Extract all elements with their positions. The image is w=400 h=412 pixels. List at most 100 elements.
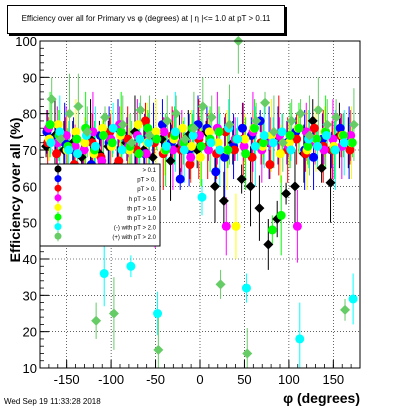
data-point bbox=[53, 120, 63, 130]
data-point bbox=[144, 138, 154, 148]
data-point bbox=[263, 239, 274, 250]
legend-label: > 0.1 bbox=[142, 168, 156, 174]
data-point bbox=[304, 130, 315, 141]
data-point bbox=[229, 145, 239, 155]
legend-label: pT > 0. bbox=[137, 187, 156, 193]
data-point bbox=[346, 130, 356, 140]
data-point bbox=[117, 145, 127, 155]
data-point bbox=[116, 127, 126, 137]
x-tick-label: -150 bbox=[54, 372, 80, 387]
timestamp: Wed Sep 19 11:33:28 2018 bbox=[4, 397, 101, 406]
data-point bbox=[254, 203, 265, 214]
data-point bbox=[309, 152, 319, 162]
data-point bbox=[289, 181, 300, 192]
data-point bbox=[55, 127, 65, 137]
data-point bbox=[285, 130, 295, 140]
data-point bbox=[237, 123, 247, 133]
data-point bbox=[91, 315, 102, 326]
y-tick-label: 50 bbox=[23, 216, 37, 231]
data-point bbox=[213, 138, 223, 148]
data-point bbox=[239, 141, 249, 151]
data-point bbox=[140, 116, 150, 126]
y-tick-labels: 10 20 30 40 50 60 70 80 90 100 bbox=[15, 34, 37, 376]
data-point bbox=[322, 119, 333, 130]
x-tick-label: 0 bbox=[196, 372, 203, 387]
data-point bbox=[224, 119, 235, 130]
data-point bbox=[313, 141, 323, 151]
y-tick-label: 90 bbox=[23, 70, 37, 85]
data-point bbox=[340, 304, 351, 315]
data-point bbox=[73, 101, 84, 112]
x-tick-label: 150 bbox=[322, 372, 344, 387]
data-point bbox=[338, 130, 348, 140]
legend-label: h pT > 0.5 bbox=[129, 197, 157, 203]
y-tick-label: 100 bbox=[15, 34, 37, 49]
data-point bbox=[141, 149, 151, 159]
data-point bbox=[72, 134, 82, 144]
data-point bbox=[64, 145, 74, 155]
data-point bbox=[80, 138, 90, 148]
data-point bbox=[117, 119, 128, 130]
legend-label: (-) with pT > 2.0 bbox=[114, 226, 157, 232]
data-point bbox=[214, 127, 224, 137]
data-point bbox=[143, 123, 153, 133]
data-point bbox=[231, 221, 241, 231]
data-point bbox=[292, 221, 302, 231]
data-point bbox=[100, 112, 111, 123]
data-point bbox=[46, 94, 57, 105]
data-point bbox=[135, 134, 145, 144]
data-point bbox=[275, 149, 285, 159]
data-point bbox=[64, 108, 75, 119]
data-point bbox=[258, 138, 268, 148]
chart-title: Efficiency over all for Primary vs φ (de… bbox=[21, 14, 271, 23]
data-point bbox=[134, 149, 144, 159]
data-point bbox=[162, 115, 173, 126]
data-point bbox=[187, 141, 197, 151]
legend: > 0.1 pT > 0. pT > 0. h pT > 0.5 th pT > 1.0… bbox=[39, 163, 161, 247]
data-point bbox=[284, 138, 294, 148]
data-point bbox=[165, 155, 176, 166]
legend-label: th pT > 1.0 bbox=[127, 206, 156, 212]
data-point bbox=[348, 119, 359, 130]
data-point bbox=[218, 195, 229, 206]
data-point bbox=[107, 138, 117, 148]
data-point bbox=[151, 127, 161, 137]
data-point bbox=[345, 145, 355, 155]
y-tick-label: 20 bbox=[23, 325, 37, 340]
data-point bbox=[90, 141, 100, 151]
data-point bbox=[98, 123, 108, 133]
data-point bbox=[307, 115, 318, 126]
data-point bbox=[277, 137, 288, 148]
y-tick-label: 80 bbox=[23, 107, 37, 122]
data-point bbox=[215, 145, 225, 155]
data-point bbox=[108, 308, 119, 319]
data-point bbox=[73, 149, 83, 159]
title-box: Efficiency over all for Primary vs φ (de… bbox=[7, 5, 285, 34]
data-point bbox=[347, 138, 357, 148]
data-point bbox=[195, 152, 205, 162]
x-tick-labels: -150 -100 -50 0 50 100 150 bbox=[54, 372, 345, 387]
data-point bbox=[241, 149, 251, 159]
y-tick-label: 40 bbox=[23, 252, 37, 267]
data-point bbox=[211, 167, 221, 177]
data-point bbox=[133, 120, 143, 130]
legend-entries: > 0.1 pT > 0. pT > 0. h pT > 0.5 th pT > 1.0… bbox=[54, 164, 157, 242]
data-point bbox=[268, 138, 278, 148]
data-point bbox=[159, 127, 169, 137]
x-tick-label: 100 bbox=[278, 372, 300, 387]
data-point bbox=[240, 134, 250, 144]
data-point bbox=[313, 105, 324, 116]
data-point bbox=[204, 127, 214, 137]
data-point bbox=[52, 149, 62, 159]
data-point bbox=[309, 123, 319, 133]
data-point bbox=[195, 130, 205, 140]
data-point bbox=[153, 344, 164, 355]
data-point bbox=[295, 334, 305, 344]
data-point bbox=[294, 123, 304, 133]
data-point bbox=[144, 130, 155, 141]
data-point bbox=[152, 134, 162, 144]
data-point bbox=[178, 123, 188, 133]
data-point bbox=[245, 181, 256, 192]
data-point bbox=[203, 145, 213, 155]
